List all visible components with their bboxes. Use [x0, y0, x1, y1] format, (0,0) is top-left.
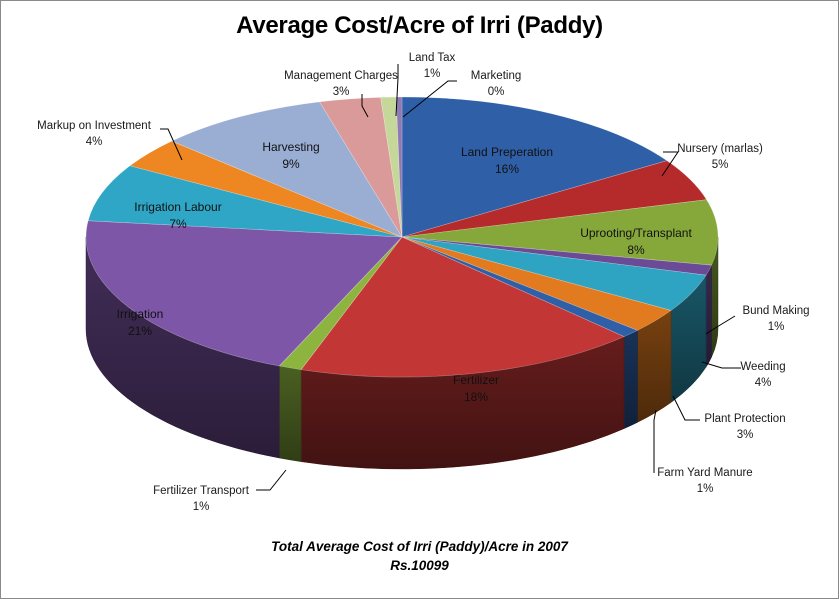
pie-slice-11 — [129, 140, 403, 238]
leader-line-7 — [361, 94, 369, 118]
callout-label-7: Management Charges — [284, 70, 398, 82]
slice-label-7: Fertilizer — [453, 373, 499, 387]
slice-percent-7: 18% — [464, 390, 488, 404]
pie-slice-4 — [401, 236, 707, 311]
callout-percent-6: 4% — [86, 136, 103, 148]
slice-label-9: Irrigation — [117, 307, 164, 321]
pie-slice-6 — [401, 236, 639, 337]
pie-slice-8 — [278, 236, 403, 370]
slice-percent-12: 9% — [282, 157, 300, 171]
callout-percent-8: 1% — [424, 68, 441, 80]
pie-slice-2 — [401, 199, 719, 266]
callout-label-2: Weeding — [740, 361, 785, 373]
callout-label-0: Nursery (marlas) — [677, 143, 763, 155]
pie-slice-0 — [401, 96, 668, 238]
pie-slice-5 — [401, 236, 672, 331]
pie-slice-1 — [401, 160, 708, 238]
pie-side-shade-6 — [624, 330, 638, 429]
callout-percent-0: 5% — [712, 159, 729, 171]
slice-label-0: Land Preperation — [461, 145, 553, 159]
slice-label-2: Uprooting/Transplant — [580, 226, 692, 240]
callout-label-4: Farm Yard Manure — [657, 467, 752, 479]
callout-label-8: Land Tax — [409, 52, 456, 64]
callout-label-6: Markup on Investment — [37, 120, 152, 132]
callout-label-3: Plant Protection — [704, 413, 785, 425]
pie-side-shade-3 — [706, 265, 712, 368]
callout-percent-3: 3% — [737, 429, 754, 441]
pie-slice-9 — [85, 220, 403, 367]
slice-percent-9: 21% — [128, 324, 152, 338]
pie-slice-14 — [380, 96, 403, 238]
leader-line-6 — [160, 128, 183, 161]
leader-line-5 — [256, 469, 287, 491]
pie-side-shade-9 — [86, 237, 280, 459]
chart-title: Average Cost/Acre of Irri (Paddy) — [236, 12, 603, 39]
pie-slice-15 — [395, 96, 403, 238]
callout-label-1: Bund Making — [742, 305, 809, 317]
leader-line-2 — [701, 361, 741, 369]
pie-slice-3 — [401, 236, 712, 276]
footnote-line2: Rs.10099 — [390, 558, 449, 573]
callout-percent-2: 4% — [755, 377, 772, 389]
pie-slice-12 — [171, 101, 403, 238]
chart-footnote: Total Average Cost of Irri (Paddy)/Acre … — [0, 537, 839, 575]
leader-lines — [160, 64, 741, 491]
slice-percent-2: 8% — [627, 243, 645, 257]
leader-line-9 — [402, 80, 457, 118]
pie-side-shade-5 — [637, 310, 672, 423]
callout-percent-5: 1% — [193, 501, 210, 513]
pie-slice-10 — [87, 165, 403, 238]
slice-label-10: Irrigation Labour — [134, 200, 221, 214]
pie-side-shade-7 — [301, 336, 625, 469]
pie-side-shade-8 — [279, 366, 302, 462]
leader-line-1 — [705, 315, 736, 335]
callout-percent-9: 0% — [488, 86, 505, 98]
leader-line-3 — [672, 395, 700, 421]
callout-label-9: Marketing — [471, 70, 522, 82]
pie-slice-13 — [319, 97, 403, 238]
footnote-line1: Total Average Cost of Irri (Paddy)/Acre … — [271, 539, 568, 554]
slice-labels: Land Preperation 16% Uprooting/Transplant 8… — [37, 52, 809, 513]
callout-percent-7: 3% — [333, 86, 350, 98]
leader-line-4 — [653, 409, 657, 473]
leader-line-8 — [395, 64, 399, 117]
pie-sides — [85, 236, 719, 470]
callout-percent-4: 1% — [697, 483, 714, 495]
slice-label-12: Harvesting — [262, 140, 319, 154]
pie-slice-7 — [300, 236, 625, 378]
slice-percent-10: 7% — [169, 217, 187, 231]
pie-tops — [85, 96, 719, 378]
callout-label-5: Fertilizer Transport — [153, 485, 250, 497]
pie-side-shade-4 — [671, 275, 707, 403]
slice-percent-0: 16% — [495, 162, 519, 176]
callout-percent-1: 1% — [768, 321, 785, 333]
leader-line-0 — [661, 151, 679, 177]
